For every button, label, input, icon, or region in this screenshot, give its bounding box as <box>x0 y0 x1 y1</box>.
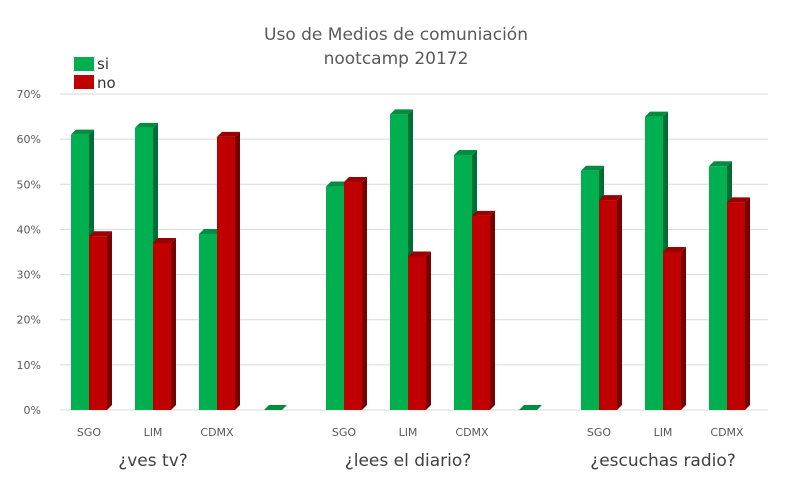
bar-no-2-0-side <box>617 195 622 410</box>
bar-no-2-1-top <box>663 247 686 252</box>
bars <box>71 109 750 411</box>
bar-si-0-0 <box>71 129 94 410</box>
bar-no-2-0-top <box>599 195 622 201</box>
bar-si-1-1-front <box>390 114 408 411</box>
bar-no-0-1-top <box>153 237 176 243</box>
bar-no-1-0-front <box>344 182 362 410</box>
group-label: ¿ves tv? <box>118 451 188 471</box>
bar-no-0-2-side <box>235 131 240 410</box>
y-tick-label: 60% <box>17 133 41 146</box>
bar-no-2-1-front <box>663 252 681 410</box>
bar-si-0-2-front <box>199 233 217 410</box>
bar-no-0-2 <box>217 131 240 410</box>
bar-no-1-0-side <box>362 177 367 410</box>
bar-no-0-2-top <box>217 131 240 137</box>
bar-no-0-0-front <box>89 236 107 410</box>
bar-no-1-0-top <box>344 177 367 183</box>
category-label: SGO <box>77 426 102 439</box>
group-label: ¿lees el diario? <box>345 451 472 471</box>
y-tick-label: 20% <box>17 314 41 327</box>
bar-si-0-0-top <box>71 129 94 135</box>
bar-si-1-2-front <box>454 154 472 410</box>
bar-si-1-0-front <box>326 186 344 410</box>
bar-no-1-1-side <box>426 251 431 410</box>
bar-no-1-1-front <box>408 256 426 410</box>
bar-no-0-0-side <box>107 231 112 410</box>
y-tick-label: 0% <box>24 404 41 417</box>
bar-si-2-2-front <box>709 166 727 410</box>
bar-si-1-2-top <box>454 149 477 155</box>
bar-no-2-0-front <box>599 200 617 410</box>
legend-label-no: no <box>97 74 116 92</box>
bar-no-2-2-front <box>727 202 745 410</box>
separator-bar-0-top <box>264 405 287 410</box>
bar-no-0-0-top <box>89 231 112 237</box>
bar-si-1-1-top <box>390 109 413 115</box>
bar-si-2-1-top <box>645 111 668 117</box>
chart-title-line-2: nootcamp 20172 <box>324 49 469 69</box>
category-labels: SGO LIM CDMX SGO LIM CDMX SGO LIM CDMX <box>77 426 744 439</box>
bar-no-2-2 <box>727 197 750 410</box>
bar-no-1-0 <box>344 177 367 410</box>
bar-no-1-1 <box>408 251 431 410</box>
y-tick-label: 30% <box>17 269 41 282</box>
bar-no-0-1-side <box>171 237 176 410</box>
bar-si-0-0-front <box>71 134 89 410</box>
legend-swatch-no <box>74 75 94 89</box>
bar-no-0-1 <box>153 237 176 410</box>
bar-no-1-1-top <box>408 251 431 257</box>
bar-no-0-0 <box>89 231 112 410</box>
bar-si-2-0-top <box>581 165 604 171</box>
bar-si-0-1-top <box>135 122 158 128</box>
bar-si-2-1-front <box>645 116 663 411</box>
bar-no-2-1-side <box>681 247 686 410</box>
bar-no-2-2-side <box>745 197 750 410</box>
category-label: SGO <box>587 426 612 439</box>
legend-swatch-si <box>74 57 94 71</box>
y-tick-label: 70% <box>17 88 41 101</box>
bar-si-0-1-front <box>135 127 153 410</box>
bar-no-2-0 <box>599 195 622 410</box>
bar-si-1-0-top <box>326 181 349 187</box>
bar-si-2-2-top <box>709 161 732 167</box>
legend-label-si: si <box>97 55 109 73</box>
category-label: CDMX <box>455 426 489 439</box>
category-label: SGO <box>332 426 357 439</box>
separator-bar-0 <box>264 405 287 410</box>
bar-si-2-0-front <box>581 170 599 410</box>
separator-bar-1 <box>519 405 542 410</box>
group-label: ¿escuchas radio? <box>590 451 736 471</box>
bar-no-1-2-top <box>472 210 495 216</box>
category-label: CDMX <box>200 426 234 439</box>
bar-no-1-2-front <box>472 215 490 410</box>
y-tick-label: 40% <box>17 223 41 236</box>
chart-title-line-1: Uso de Medios de comuniación <box>264 25 528 45</box>
group-labels: ¿ves tv? ¿lees el diario? ¿escuchas radio? <box>118 451 736 471</box>
bar-no-1-2 <box>472 210 495 410</box>
bar-si-0-2-top <box>199 228 222 234</box>
bar-no-1-2-side <box>490 210 495 410</box>
category-label: LIM <box>399 426 418 439</box>
bar-no-0-1-front <box>153 242 171 410</box>
bar-no-2-1 <box>663 247 686 410</box>
y-tick-label: 50% <box>17 178 41 191</box>
bar-no-0-2-front <box>217 136 235 410</box>
category-label: CDMX <box>710 426 744 439</box>
y-axis-ticks: 0% 10% 20% 30% 40% 50% 60% 70% <box>17 88 41 417</box>
bar-no-2-2-top <box>727 197 750 203</box>
y-tick-label: 10% <box>17 359 41 372</box>
category-label: LIM <box>144 426 163 439</box>
separator-bar-1-top <box>519 405 542 410</box>
category-label: LIM <box>654 426 673 439</box>
